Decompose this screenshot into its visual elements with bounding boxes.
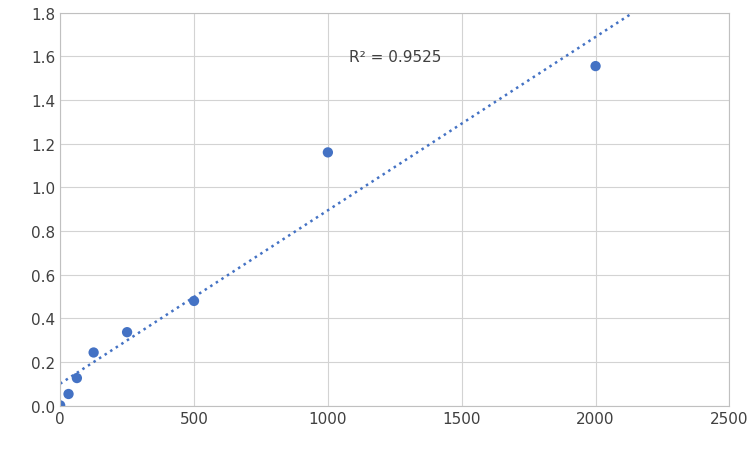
- Point: [322, 149, 334, 156]
- Point: [71, 375, 83, 382]
- Point: [54, 402, 66, 409]
- Point: [121, 329, 133, 336]
- Point: [590, 63, 602, 70]
- Point: [87, 349, 99, 356]
- Point: [188, 298, 200, 305]
- Point: [62, 391, 74, 398]
- Text: R² = 0.9525: R² = 0.9525: [349, 50, 441, 64]
